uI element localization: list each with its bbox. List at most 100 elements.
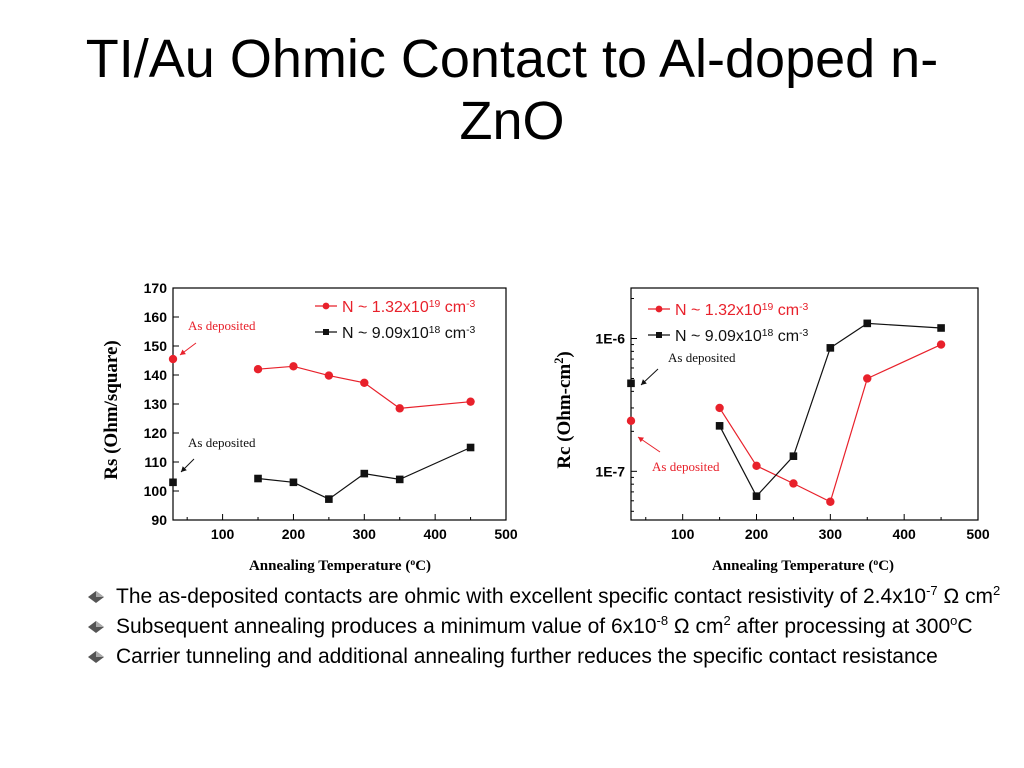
x-tick-label: 100 [671, 526, 695, 542]
legend-label-superscript: 19 [429, 299, 441, 310]
annotation-label: As deposited [188, 318, 256, 333]
charts-canvas: 100 200 300 400 500 90 100 110 120 130 140 150 160 17… [101, 280, 990, 575]
y-axis-label: Rc (Ohm-cm2) [552, 351, 575, 469]
x-tick-label: 300 [819, 526, 843, 542]
y-tick-label: 1E-7 [595, 463, 625, 479]
y-tick-label: 100 [144, 483, 168, 499]
x-tick-label: 200 [745, 526, 769, 542]
legend-label-superscript: 18 [429, 325, 441, 336]
data-point [253, 365, 263, 374]
x-tick-label: 400 [423, 526, 447, 542]
annotation-label: As deposited [188, 435, 256, 450]
x-tick-label: 100 [211, 526, 235, 542]
legend-marker [323, 329, 329, 335]
data-point [826, 344, 835, 352]
x-tick-label: 500 [966, 526, 990, 542]
annotation-arrowhead [641, 379, 647, 385]
x-axis-label: Annealing Temperature (oC) [249, 557, 431, 575]
series-line [257, 446, 471, 500]
x-tick-label: 500 [494, 526, 518, 542]
data-point [395, 404, 404, 413]
data-point [752, 461, 761, 471]
legend-label-superscript: -3 [466, 299, 475, 310]
diamond-bullet-icon [88, 651, 104, 663]
legend-marker [322, 302, 330, 310]
x-axis-label-part: Annealing Temperature ( [712, 558, 873, 574]
data-point [466, 397, 475, 406]
y-tick-label: 170 [144, 280, 168, 296]
bullet-list: The as-deposited contacts are ohmic with… [88, 582, 1018, 672]
y-tick-label: 150 [144, 338, 168, 354]
series-line [719, 322, 942, 498]
chart-2: 100 200 300 400 500 1E-6 1E-7 Annealing Tempera… [552, 287, 990, 575]
y-axis-label-part: ) [554, 351, 575, 357]
legend-marker [656, 332, 662, 338]
bullet-item: The as-deposited contacts are ohmic with… [88, 582, 1018, 612]
bullet-superscript: o [950, 613, 958, 628]
data-point [324, 371, 334, 380]
series-line [719, 344, 942, 503]
legend-label-part: N ~ 9.09x10 [342, 325, 429, 342]
x-axis-label-part: Annealing Temperature ( [249, 558, 410, 574]
bullet-text: Ω cm [937, 585, 993, 608]
legend-label-part: cm [773, 302, 799, 319]
data-point [168, 354, 178, 364]
bullet-text: Carrier tunneling and additional anneali… [116, 645, 938, 668]
x-axis-label: Annealing Temperature (oC) [712, 557, 894, 575]
data-point [752, 492, 761, 500]
legend-label-superscript: 18 [762, 328, 774, 339]
legend-label-superscript: -3 [799, 302, 808, 313]
legend-label-superscript: -3 [466, 325, 475, 336]
data-point [395, 475, 404, 484]
bullet-superscript: 2 [993, 583, 1001, 598]
data-point [466, 443, 475, 452]
legend-label-part: cm [440, 325, 466, 342]
annotation-label: As deposited [668, 350, 736, 365]
slide-title: TI/Au Ohmic Contact to Al-doped n-ZnO [85, 29, 939, 151]
legend-label: N ~ 1.32x1019 cm-3 [675, 302, 809, 320]
y-tick-label: 140 [144, 367, 168, 383]
data-point [715, 422, 724, 430]
y-tick-label: 1E-6 [595, 330, 625, 346]
data-point [826, 497, 835, 506]
y-tick-label: 120 [144, 425, 168, 441]
annotation-arrowhead [181, 466, 187, 472]
legend-label-part: N ~ 1.32x10 [342, 299, 429, 316]
diamond-bullet-icon [88, 591, 104, 603]
data-point [627, 379, 635, 388]
legend-label-part: cm [773, 328, 799, 345]
data-point [169, 478, 177, 487]
x-tick-label: 400 [892, 526, 916, 542]
annotation-arrowhead [180, 349, 186, 355]
bullet-text: C [957, 615, 973, 638]
data-point [936, 340, 946, 349]
data-point [715, 403, 724, 413]
bullet-text: The as-deposited contacts are ohmic with… [116, 585, 927, 608]
x-axis-label-superscript: o [873, 557, 878, 568]
data-point [289, 362, 298, 371]
y-axis-label-superscript: 2 [552, 358, 566, 364]
data-point [937, 324, 945, 332]
bullet-superscript: 2 [723, 613, 731, 628]
bullet-item: Subsequent annealing produces a minimum … [88, 612, 1018, 642]
data-point [789, 452, 798, 460]
data-point [863, 319, 872, 328]
x-axis-label-superscript: o [410, 557, 415, 568]
legend-label: N ~ 9.09x1018 cm-3 [675, 328, 809, 346]
data-point [325, 495, 333, 503]
data-point [863, 374, 872, 383]
plot-frame [630, 287, 979, 521]
y-tick-label: 130 [144, 396, 168, 412]
series-line [257, 365, 471, 410]
y-axis-label-part: Rs (Ohm/square) [101, 340, 122, 480]
x-tick-label: 200 [282, 526, 306, 542]
data-point [626, 416, 636, 426]
legend-label: N ~ 9.09x1018 cm-3 [342, 325, 476, 343]
y-tick-label: 160 [144, 309, 168, 325]
x-tick-label: 300 [353, 526, 377, 542]
legend-label-part: N ~ 9.09x10 [675, 328, 762, 345]
y-tick-label: 90 [151, 512, 167, 528]
data-point [789, 479, 798, 488]
diamond-bullet-icon [88, 621, 104, 633]
bullet-superscript: -7 [926, 583, 938, 598]
